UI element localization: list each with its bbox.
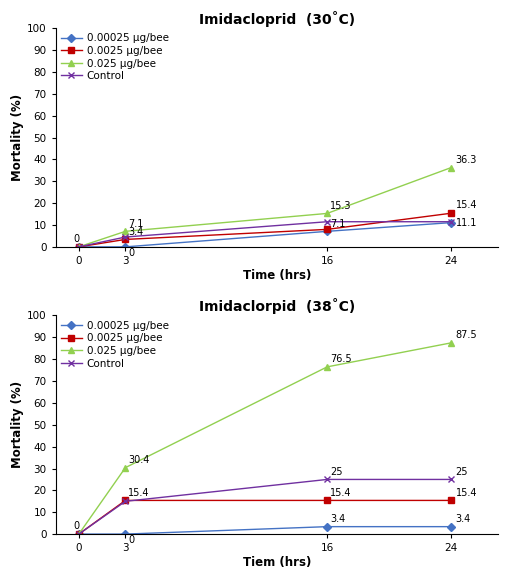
Control <box>76 244 82 251</box>
0.00025 μg/bee <box>122 531 128 538</box>
Control <box>76 531 82 538</box>
X-axis label: Time (hrs): Time (hrs) <box>242 269 311 282</box>
Text: 76.5: 76.5 <box>330 354 352 364</box>
Text: 3.4: 3.4 <box>128 227 144 237</box>
0.025 μg/bee <box>76 244 82 251</box>
0.025 μg/bee <box>448 339 455 346</box>
0.025 μg/bee <box>122 464 128 471</box>
0.025 μg/bee <box>448 164 455 171</box>
0.00025 μg/bee <box>122 244 128 251</box>
Line: Control: Control <box>75 218 455 251</box>
0.0025 μg/bee <box>324 226 330 233</box>
X-axis label: Tiem (hrs): Tiem (hrs) <box>242 556 311 569</box>
Text: 87.5: 87.5 <box>456 330 477 340</box>
Text: 15.4: 15.4 <box>330 488 351 498</box>
Y-axis label: Mortality (%): Mortality (%) <box>11 381 24 469</box>
0.00025 μg/bee <box>448 523 455 530</box>
0.0025 μg/bee <box>122 236 128 243</box>
Text: 15.4: 15.4 <box>128 488 150 498</box>
0.025 μg/bee <box>324 210 330 217</box>
Line: Control: Control <box>75 476 455 538</box>
0.025 μg/bee <box>324 364 330 371</box>
0.00025 μg/bee <box>76 531 82 538</box>
0.025 μg/bee <box>122 228 128 235</box>
0.00025 μg/bee <box>448 219 455 226</box>
0.0025 μg/bee <box>122 497 128 504</box>
Control <box>122 234 128 241</box>
Text: 7.1: 7.1 <box>330 219 345 229</box>
0.0025 μg/bee <box>76 244 82 251</box>
0.025 μg/bee <box>76 531 82 538</box>
Text: 25: 25 <box>330 467 343 477</box>
Line: 0.025 μg/bee: 0.025 μg/bee <box>76 340 454 537</box>
Text: 11.1: 11.1 <box>456 218 477 228</box>
Title: Imidaclorpid  (38˚C): Imidaclorpid (38˚C) <box>199 298 355 314</box>
Legend: 0.00025 μg/bee, 0.0025 μg/bee, 0.025 μg/bee, Control: 0.00025 μg/bee, 0.0025 μg/bee, 0.025 μg/… <box>59 31 171 84</box>
Text: 0: 0 <box>128 248 134 258</box>
0.00025 μg/bee <box>76 244 82 251</box>
Text: 7.1: 7.1 <box>128 219 144 229</box>
Text: 0: 0 <box>128 535 134 545</box>
Control <box>324 476 330 483</box>
Text: 15.3: 15.3 <box>330 201 351 211</box>
Control <box>448 218 455 225</box>
Text: 30.4: 30.4 <box>128 455 150 465</box>
Line: 0.00025 μg/bee: 0.00025 μg/bee <box>76 524 454 537</box>
Text: 3.4: 3.4 <box>330 514 345 524</box>
0.0025 μg/bee <box>324 497 330 504</box>
Text: 25: 25 <box>456 467 468 477</box>
Text: 0: 0 <box>73 521 79 531</box>
Text: 0: 0 <box>73 234 79 244</box>
Text: 15.4: 15.4 <box>456 201 477 211</box>
0.0025 μg/bee <box>76 531 82 538</box>
Y-axis label: Mortality (%): Mortality (%) <box>11 94 24 181</box>
0.00025 μg/bee <box>324 228 330 235</box>
Control <box>122 498 128 505</box>
Line: 0.025 μg/bee: 0.025 μg/bee <box>76 165 454 249</box>
0.00025 μg/bee <box>324 523 330 530</box>
Line: 0.00025 μg/bee: 0.00025 μg/bee <box>76 220 454 249</box>
0.0025 μg/bee <box>448 497 455 504</box>
Title: Imidacloprid  (30˚C): Imidacloprid (30˚C) <box>199 11 355 27</box>
Legend: 0.00025 μg/bee, 0.0025 μg/bee, 0.025 μg/bee, Control: 0.00025 μg/bee, 0.0025 μg/bee, 0.025 μg/… <box>59 318 171 371</box>
Line: 0.0025 μg/bee: 0.0025 μg/bee <box>76 211 454 249</box>
Text: 36.3: 36.3 <box>456 155 477 165</box>
Control <box>324 218 330 225</box>
Control <box>448 476 455 483</box>
Text: 15.4: 15.4 <box>456 488 477 498</box>
Line: 0.0025 μg/bee: 0.0025 μg/bee <box>76 498 454 537</box>
0.0025 μg/bee <box>448 210 455 217</box>
Text: 3.4: 3.4 <box>456 514 471 524</box>
